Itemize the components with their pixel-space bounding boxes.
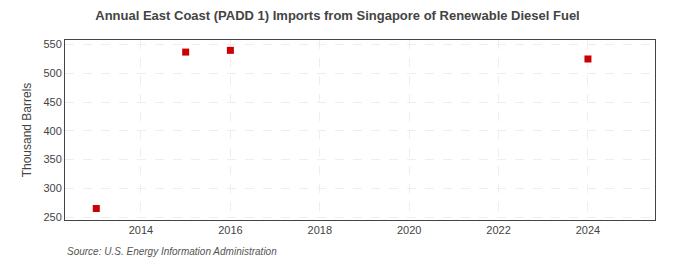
svg-text:300: 300 [43,182,61,194]
svg-text:2024: 2024 [576,224,600,236]
svg-text:Thousand Barrels: Thousand Barrels [20,83,34,178]
svg-text:Source: U.S. Energy Informatio: Source: U.S. Energy Information Administ… [67,246,277,257]
svg-text:Annual East Coast (PADD 1) Imp: Annual East Coast (PADD 1) Imports from … [95,8,579,23]
svg-text:2022: 2022 [486,224,510,236]
svg-text:500: 500 [43,67,61,79]
svg-text:450: 450 [43,96,61,108]
svg-text:400: 400 [43,125,61,137]
svg-text:2020: 2020 [397,224,421,236]
svg-text:550: 550 [43,38,61,50]
svg-text:250: 250 [43,211,61,223]
svg-text:350: 350 [43,153,61,165]
svg-text:2014: 2014 [129,224,153,236]
svg-text:2016: 2016 [218,224,242,236]
svg-text:2018: 2018 [308,224,332,236]
